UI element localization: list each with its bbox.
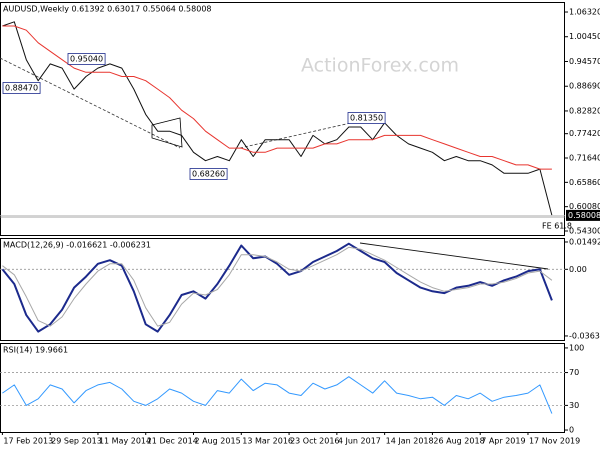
y-tick-label: 0.00 [569, 265, 587, 274]
y-tick-label: -0.036389 [569, 331, 600, 340]
x-tick-label: 17 Nov 2019 [529, 437, 580, 446]
last-value-label: 0.58008 [568, 211, 600, 220]
y-tick-label: 100 [569, 343, 584, 352]
series-line [2, 376, 553, 414]
panel-title: RSI(14) 19.9661 [3, 346, 68, 355]
annotation-box [2, 82, 41, 94]
x-tick-label: 26 Aug 2018 [433, 437, 484, 446]
panel-frame [0, 238, 565, 341]
y-tick-label: 30 [569, 401, 579, 410]
y-tick-label: 0.94570 [569, 57, 600, 66]
x-tick-label: 7 Apr 2019 [481, 437, 525, 446]
panel-title: AUDUSD,Weekly 0.61392 0.63017 0.55064 0.… [3, 5, 212, 14]
annotation-box [347, 112, 386, 124]
panel-frame [0, 343, 565, 433]
series-line [2, 246, 553, 327]
y-tick-label: 1.00450 [569, 32, 600, 41]
series-line [2, 21, 553, 216]
wedge-pattern [151, 117, 183, 148]
x-tick-label: 14 Jan 2018 [386, 437, 434, 446]
y-tick-label: 0.014925 [569, 237, 600, 246]
panel-title: MACD(12,26,9) -0.016621 -0.006231 [3, 241, 151, 250]
x-tick-label: 23 Oct 2016 [290, 437, 339, 446]
trend-line [0, 57, 181, 149]
x-tick-label: 13 Mar 2016 [242, 437, 293, 446]
y-tick-label: 0.82820 [569, 106, 600, 115]
x-tick-label: 11 May 2014 [99, 437, 151, 446]
annotation: FE 61.8 [542, 222, 572, 231]
annotation-box [67, 53, 106, 65]
panel-frame [0, 2, 565, 236]
watermark: ActionForex.com [301, 55, 459, 77]
x-tick-label: 4 Jun 2017 [338, 437, 381, 446]
y-tick-label: 0.65860 [569, 178, 600, 187]
y-tick-label: 0.77420 [569, 129, 600, 138]
y-tick-label: 0 [569, 426, 574, 435]
series-line [1, 242, 553, 333]
x-tick-label: 2 Aug 2015 [195, 437, 241, 446]
last-value-box [566, 209, 600, 221]
trend-line [239, 121, 356, 149]
annotation: 0.81350 [350, 114, 383, 123]
trend-line [359, 242, 549, 270]
y-tick-label: 0.88690 [569, 82, 600, 91]
y-tick-label: 0.71640 [569, 154, 600, 163]
x-tick-label: 29 Sep 2013 [51, 437, 102, 446]
annotation: 0.95040 [70, 55, 103, 64]
series-line [2, 25, 552, 170]
annotation-box [189, 168, 228, 180]
y-tick-label: 70 [569, 368, 579, 377]
y-tick-label: 0.60080 [569, 202, 600, 211]
x-tick-label: 17 Feb 2013 [3, 437, 53, 446]
y-tick-label: 0.54300 [569, 227, 600, 236]
annotation: 0.88470 [5, 84, 38, 93]
annotation: 0.68260 [192, 170, 225, 179]
y-tick-label: 1.06320 [569, 8, 600, 17]
x-tick-label: 21 Dec 2014 [147, 437, 198, 446]
